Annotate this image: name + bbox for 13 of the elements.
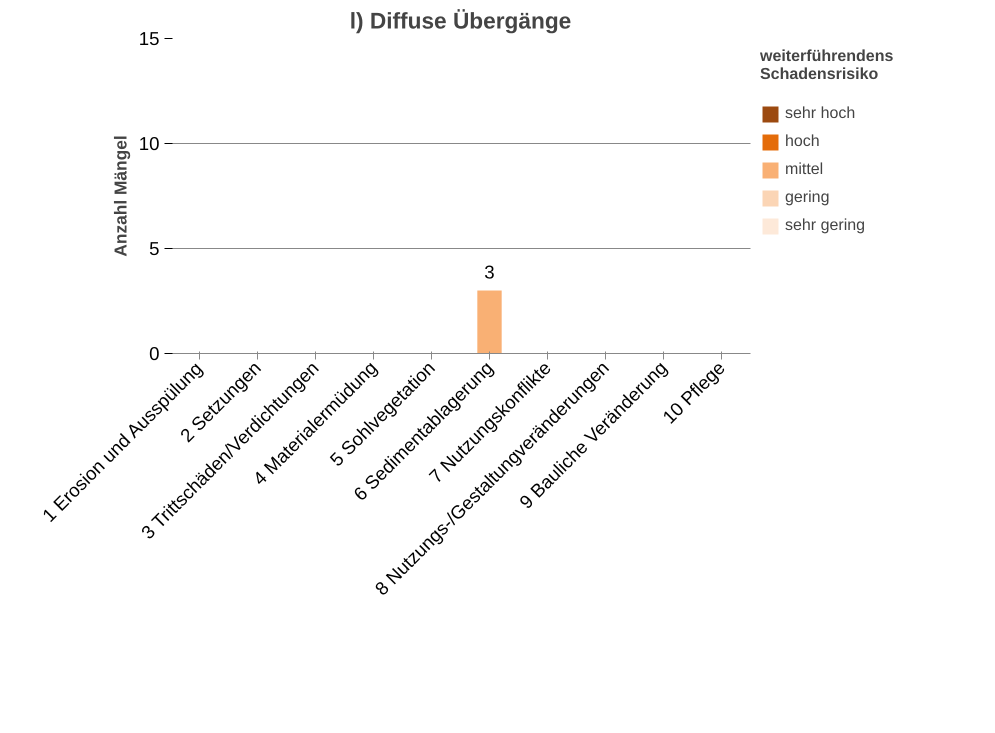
legend-label: sehr hoch: [785, 105, 856, 123]
legend-label: hoch: [785, 133, 820, 151]
y-tick-label: 10: [138, 133, 160, 154]
legend-label: gering: [785, 189, 830, 207]
y-tick-label: 0: [149, 343, 160, 364]
chart-title: l) Diffuse Übergänge: [350, 8, 572, 34]
legend-label: mittel: [785, 161, 824, 179]
legend-title: weiterführendens Schadensrisiko: [760, 48, 894, 84]
legend-label: sehr gering: [785, 217, 866, 235]
y-tick-label: 5: [149, 238, 160, 259]
data-label: 3: [484, 262, 495, 282]
y-axis-title: Anzahl Mängel: [110, 135, 131, 257]
y-tick-label: 15: [138, 28, 160, 49]
